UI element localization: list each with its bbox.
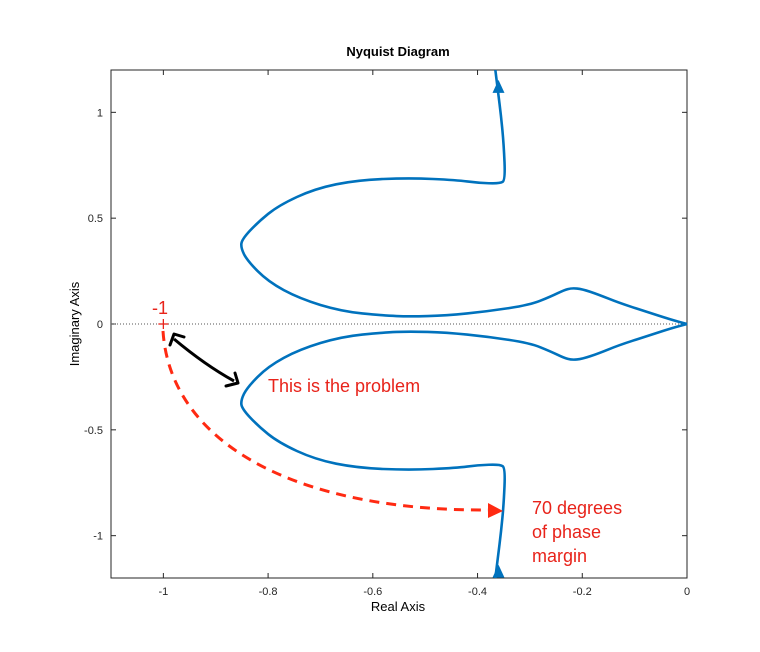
nyquist-curve-negative — [240, 322, 688, 579]
x-axis: -1 -0.8 -0.6 -0.4 -0.2 0 — [158, 70, 690, 598]
y-axis-label: Imaginary Axis — [67, 281, 82, 366]
x-axis-label: Real Axis — [371, 599, 426, 614]
y-tick-label: 0.5 — [88, 213, 103, 225]
direction-arrow — [492, 564, 505, 578]
nyquist-curve-positive — [240, 69, 688, 326]
problem-annotation: This is the problem — [268, 376, 420, 396]
x-tick-label: -0.2 — [573, 586, 592, 598]
phase-margin-arrow — [161, 330, 503, 518]
x-tick-label: -1 — [158, 586, 168, 598]
y-tick-label: 0 — [97, 319, 103, 331]
y-tick-label: -1 — [93, 531, 103, 543]
y-axis: 1 0.5 0 -0.5 -1 — [84, 107, 687, 543]
critical-point-marker — [158, 319, 169, 329]
chart-title: Nyquist Diagram — [346, 44, 449, 59]
phase-margin-annotation: 70 degrees of phase margin — [532, 498, 627, 566]
x-tick-label: -0.8 — [259, 586, 278, 598]
x-tick-label: 0 — [684, 586, 690, 598]
nyquist-curves — [240, 69, 688, 579]
y-tick-label: 1 — [97, 107, 103, 119]
critical-point-label: -1 — [152, 298, 168, 318]
x-tick-label: -0.6 — [363, 586, 382, 598]
problem-arrow — [168, 332, 240, 388]
x-tick-label: -0.4 — [468, 586, 487, 598]
y-tick-label: -0.5 — [84, 425, 103, 437]
direction-arrow — [492, 79, 505, 93]
